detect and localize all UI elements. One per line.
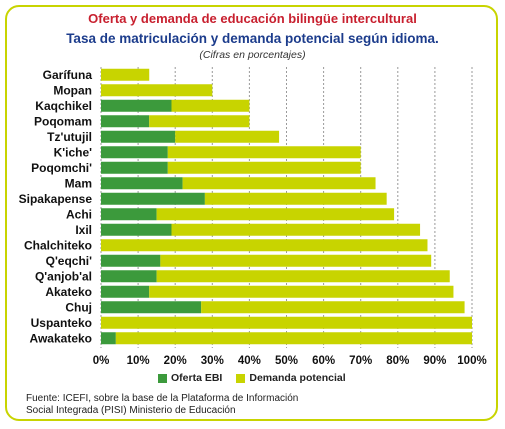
bar-demanda: [101, 68, 150, 81]
legend-oferta-swatch: [158, 373, 167, 383]
bar-oferta: [101, 99, 172, 112]
bar-demanda: [171, 99, 250, 112]
source-line-2: Social Integrada (PISI) Ministerio de Ed…: [26, 405, 236, 416]
bar-demanda: [171, 223, 421, 236]
category-label: Tz'utujil: [47, 130, 92, 144]
x-tick-label: 30%: [201, 355, 224, 367]
category-label: Q'anjob'al: [35, 269, 92, 283]
legend: Oferta EBI Demanda potencial: [158, 372, 360, 384]
x-tick-label: 20%: [164, 355, 187, 367]
x-tick-label: 90%: [423, 355, 446, 367]
source-line-1: Fuente: ICEFI, sobre la base de la Plata…: [26, 393, 299, 404]
source-note: Fuente: ICEFI, sobre la base de la Plata…: [26, 393, 298, 417]
bar-oferta: [101, 285, 150, 298]
legend-oferta-label: Oferta EBI: [171, 372, 223, 384]
bar-demanda: [167, 146, 361, 159]
bar-demanda: [167, 161, 361, 174]
category-label: Chalchiteko: [24, 238, 92, 252]
category-label: Ixil: [75, 223, 92, 237]
category-label: Q'eqchi': [46, 254, 93, 268]
x-tick-labels: 0% 10% 20% 30% 40% 50% 60% 70% 80% 90% 100%: [93, 355, 487, 367]
legend-demanda-label: Demanda potencial: [249, 372, 346, 384]
bar-oferta: [101, 177, 183, 190]
bars: [101, 68, 472, 345]
legend-oferta: Oferta EBI: [158, 372, 222, 384]
legend-demanda: Demanda potencial: [236, 372, 346, 384]
category-label: Poqomchi': [31, 161, 92, 175]
bar-demanda: [201, 301, 465, 314]
bar-demanda: [101, 316, 472, 329]
category-label: Poqomam: [34, 114, 92, 128]
category-label: Mopan: [53, 83, 92, 97]
bar-demanda: [182, 177, 376, 190]
chart-title: Oferta y demanda de educación bilingüe i…: [88, 11, 417, 26]
x-tick-label: 60%: [312, 355, 335, 367]
x-tick-label: 100%: [457, 355, 486, 367]
bar-oferta: [101, 192, 205, 205]
category-label: Mam: [65, 176, 92, 190]
chart-note: (Cifras en porcentajes): [199, 49, 306, 61]
category-label: K'iche': [54, 145, 93, 159]
chart-subtitle: Tasa de matriculación y demanda potencia…: [66, 31, 439, 46]
bar-demanda: [101, 84, 213, 97]
category-label: Akateko: [45, 285, 92, 299]
bar-demanda: [204, 192, 387, 205]
bar-demanda: [156, 270, 450, 283]
category-label: Awakateko: [30, 331, 92, 345]
gridlines: [100, 67, 473, 348]
category-label: Chuj: [65, 300, 92, 314]
x-tick-label: 70%: [349, 355, 372, 367]
bar-oferta: [101, 223, 172, 236]
bar-demanda: [160, 254, 432, 267]
category-label: Sipakapense: [19, 192, 93, 206]
bar-oferta: [101, 254, 161, 267]
bar-oferta: [101, 115, 150, 128]
bar-oferta: [101, 301, 202, 314]
bar-oferta: [101, 146, 168, 159]
bar-demanda: [115, 332, 472, 345]
category-label: Kaqchikel: [35, 99, 92, 113]
x-tick-label: 0%: [93, 355, 110, 367]
bar-demanda: [149, 285, 454, 298]
bar-oferta: [101, 130, 176, 143]
x-tick-label: 80%: [386, 355, 409, 367]
x-tick-label: 50%: [275, 355, 298, 367]
bar-demanda: [156, 208, 395, 221]
bar-oferta: [101, 208, 157, 221]
bar-demanda: [175, 130, 280, 143]
bar-demanda: [149, 115, 250, 128]
bar-oferta: [101, 332, 116, 345]
category-label: Uspanteko: [31, 316, 92, 330]
bar-oferta: [101, 161, 168, 174]
bar-oferta: [101, 270, 157, 283]
x-tick-label: 40%: [238, 355, 261, 367]
x-tick-label: 10%: [127, 355, 150, 367]
legend-demanda-swatch: [236, 373, 246, 383]
category-label: Achi: [66, 207, 92, 221]
category-label: Garífuna: [43, 68, 93, 82]
bar-demanda: [101, 239, 428, 252]
